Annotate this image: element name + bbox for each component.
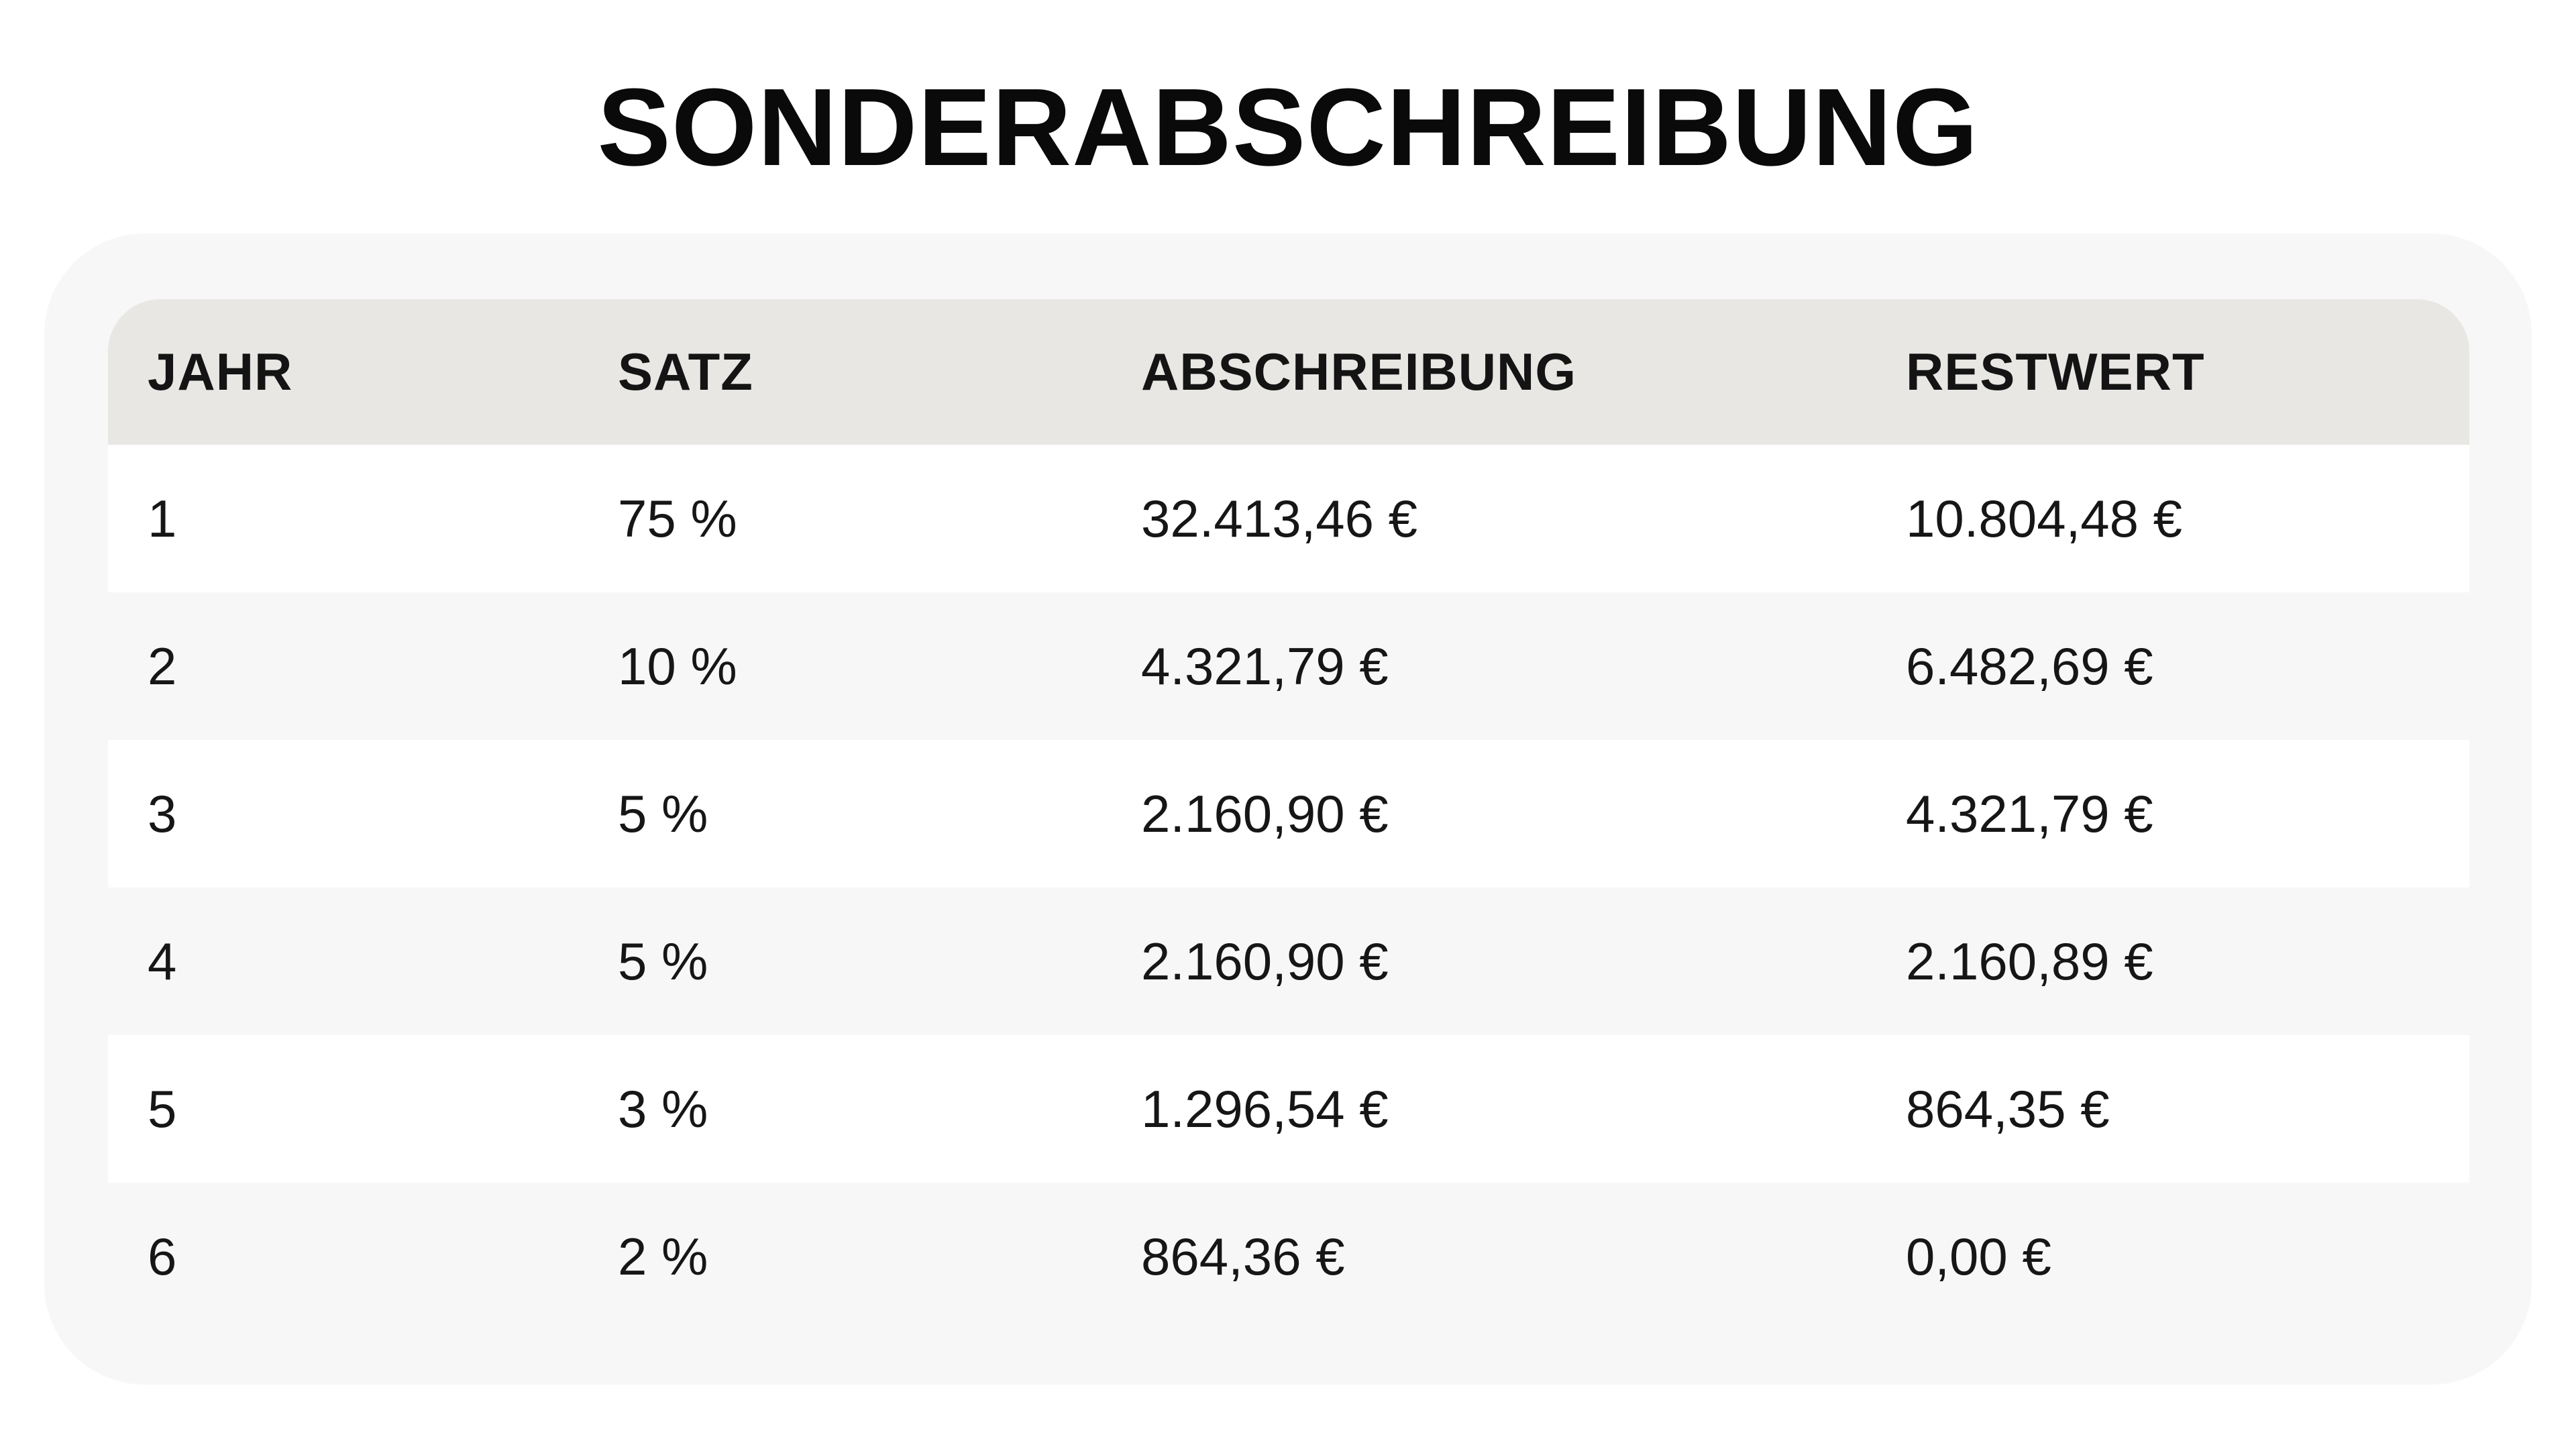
cell-restwert: 4.321,79 € [1906,784,2153,843]
cell-jahr: 3 [148,784,177,843]
cell-abschreibung: 4.321,79 € [1141,636,1389,696]
cell-jahr: 2 [148,636,177,696]
page-title: SONDERABSCHREIBUNG [597,66,1979,189]
header-restwert: RESTWERT [1906,342,2205,401]
cell-satz: 3 % [618,1079,708,1138]
table-row: 4 5 % 2.160,90 € 2.160,89 € [108,888,2469,1035]
cell-restwert: 6.482,69 € [1906,636,2153,696]
cell-satz: 5 % [618,931,708,991]
cell-restwert: 2.160,89 € [1906,931,2153,991]
header-satz: SATZ [618,342,753,401]
cell-restwert: 864,35 € [1906,1079,2110,1138]
table-row: 1 75 % 32.413,46 € 10.804,48 € [108,445,2469,592]
cell-restwert: 10.804,48 € [1906,488,2183,548]
header-jahr: JAHR [148,342,293,401]
table-row: 3 5 % 2.160,90 € 4.321,79 € [108,740,2469,888]
cell-satz: 2 % [618,1226,708,1286]
table-header-row: JAHR SATZ ABSCHREIBUNG RESTWERT [108,299,2469,445]
depreciation-table: JAHR SATZ ABSCHREIBUNG RESTWERT 1 75 % 3… [108,299,2469,1330]
cell-abschreibung: 1.296,54 € [1141,1079,1389,1138]
cell-satz: 10 % [618,636,737,696]
cell-jahr: 5 [148,1079,177,1138]
cell-abschreibung: 864,36 € [1141,1226,1345,1286]
cell-restwert: 0,00 € [1906,1226,2051,1286]
cell-satz: 75 % [618,488,737,548]
cell-abschreibung: 32.413,46 € [1141,488,1418,548]
table-row: 2 10 % 4.321,79 € 6.482,69 € [108,592,2469,740]
table-row: 6 2 % 864,36 € 0,00 € [108,1183,2469,1330]
cell-jahr: 6 [148,1226,177,1286]
header-abschreibung: ABSCHREIBUNG [1141,342,1577,401]
cell-satz: 5 % [618,784,708,843]
table-row: 5 3 % 1.296,54 € 864,35 € [108,1035,2469,1183]
cell-jahr: 1 [148,488,177,548]
cell-jahr: 4 [148,931,177,991]
cell-abschreibung: 2.160,90 € [1141,784,1389,843]
cell-abschreibung: 2.160,90 € [1141,931,1389,991]
